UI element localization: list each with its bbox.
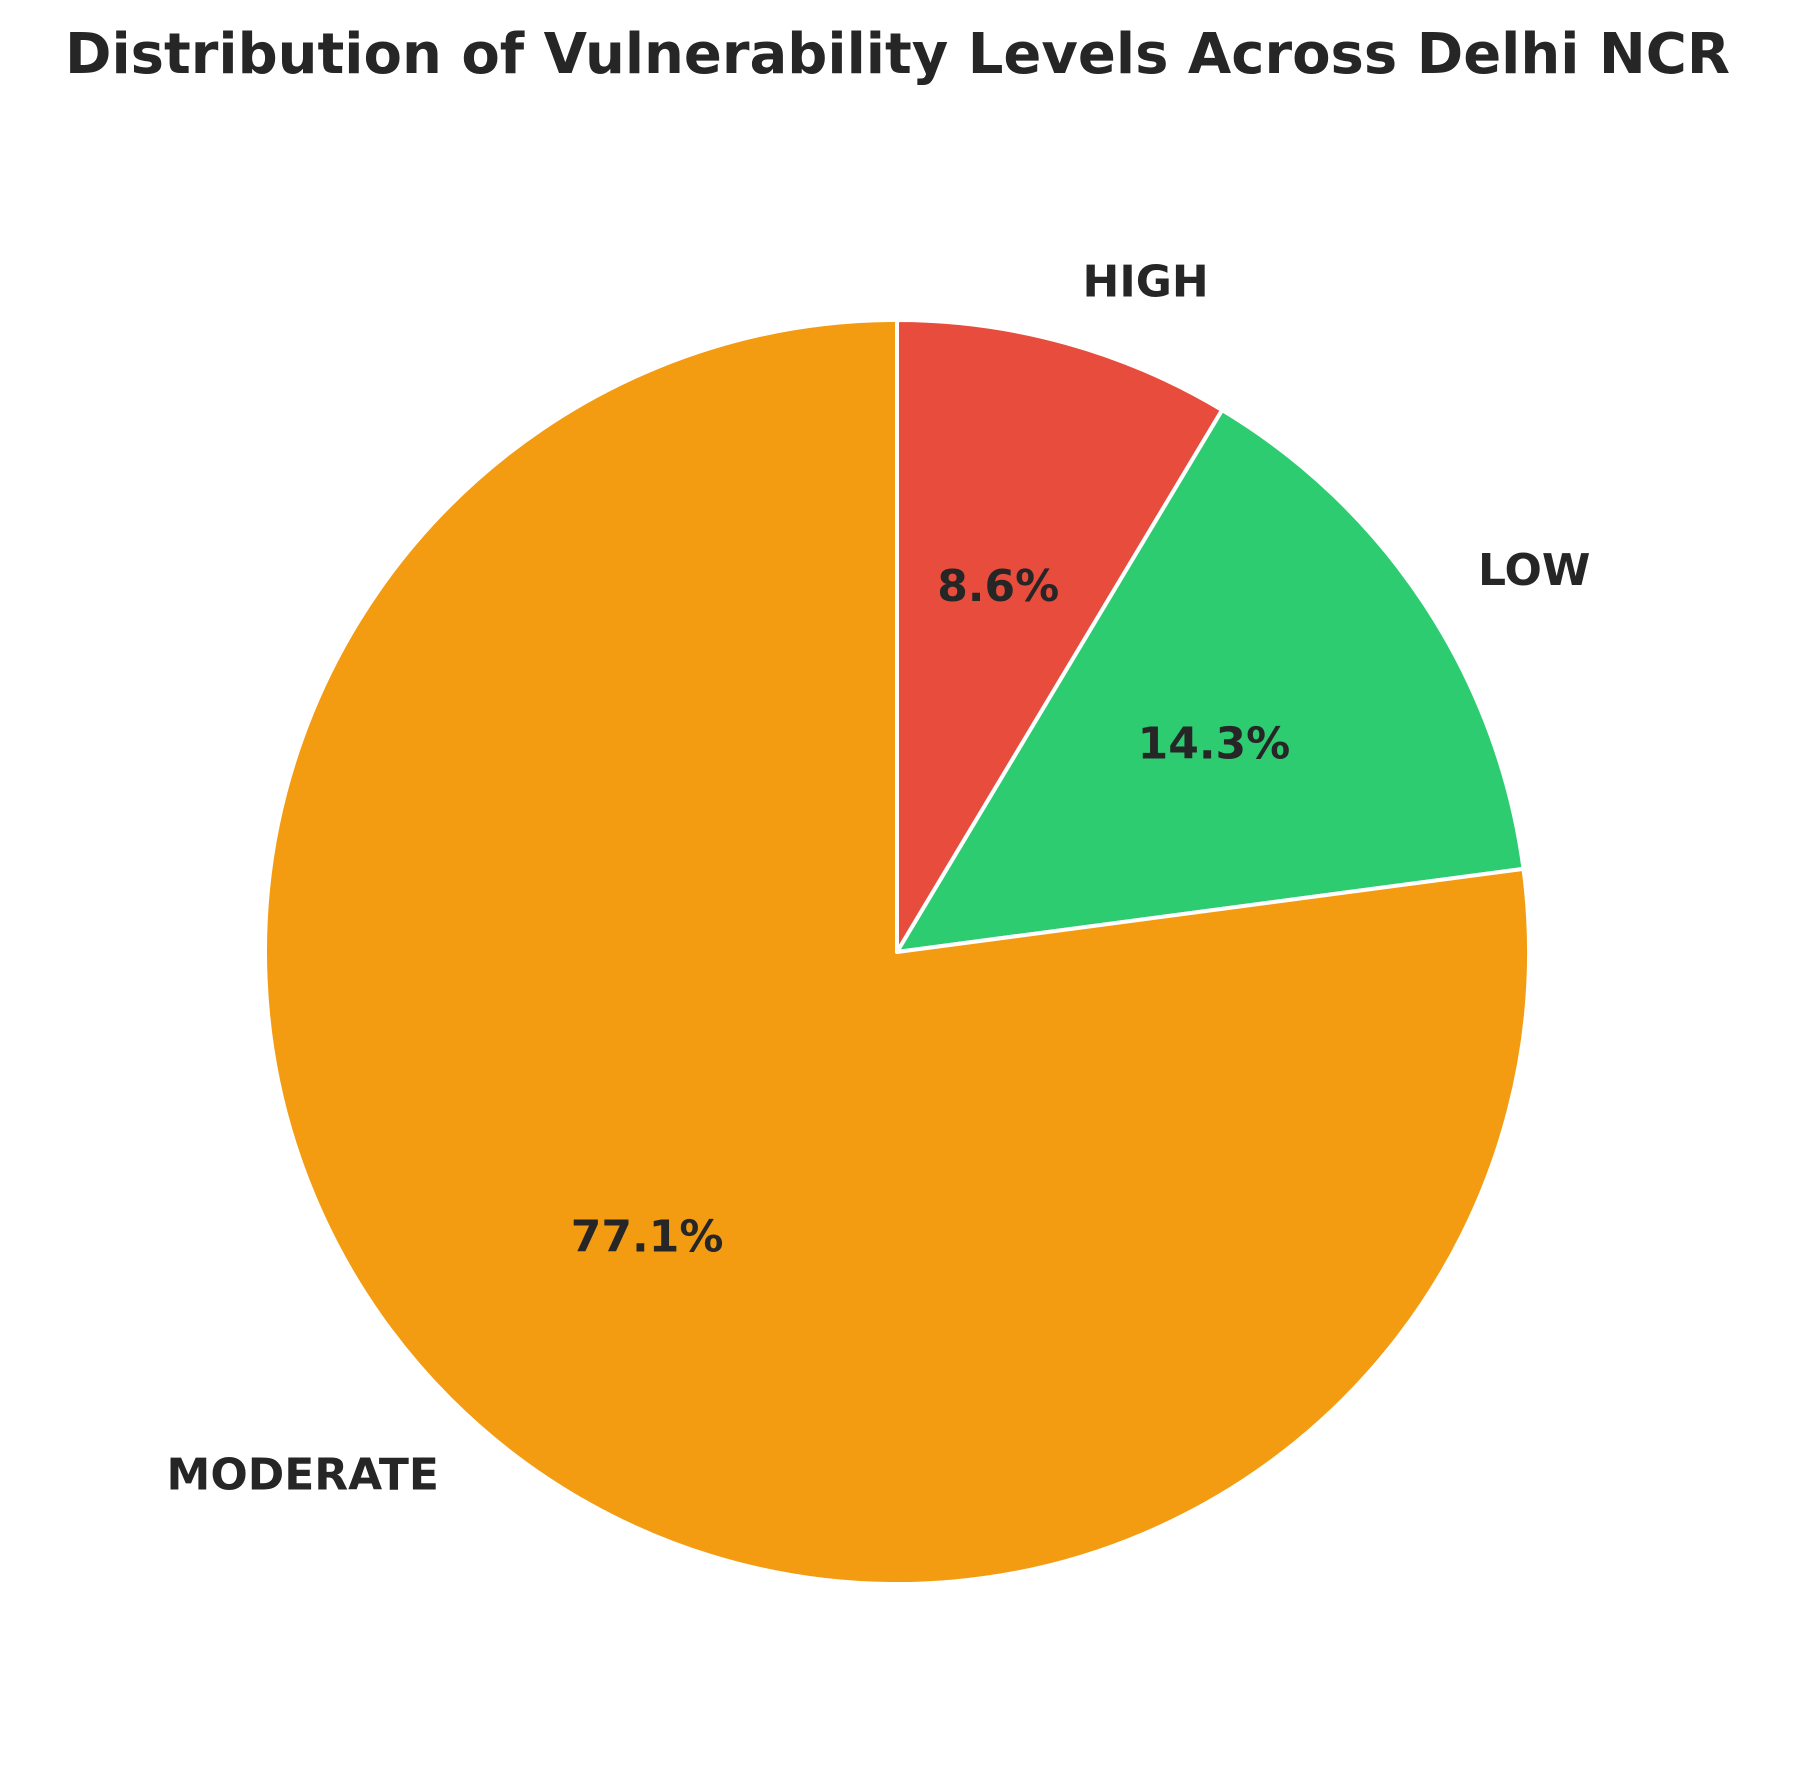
pct-label-moderate: 77.1% [571, 1212, 724, 1263]
chart-title: Distribution of Vulnerability Levels Acr… [64, 22, 1731, 87]
pie-labels: HIGH 8.6% LOW 14.3% MODERATE 77.1% [167, 257, 1591, 1501]
pct-label-high: 8.6% [937, 561, 1059, 612]
pie-slice-low [895, 408, 1526, 954]
pie-slice-high [895, 318, 1225, 954]
slice-label-moderate: MODERATE [167, 1449, 439, 1500]
pie-slices [263, 318, 1532, 1586]
pie-slice-moderate [263, 318, 1532, 1586]
pct-label-low: 14.3% [1138, 718, 1291, 769]
slice-label-high: HIGH [1083, 257, 1209, 308]
slice-label-low: LOW [1478, 545, 1590, 596]
